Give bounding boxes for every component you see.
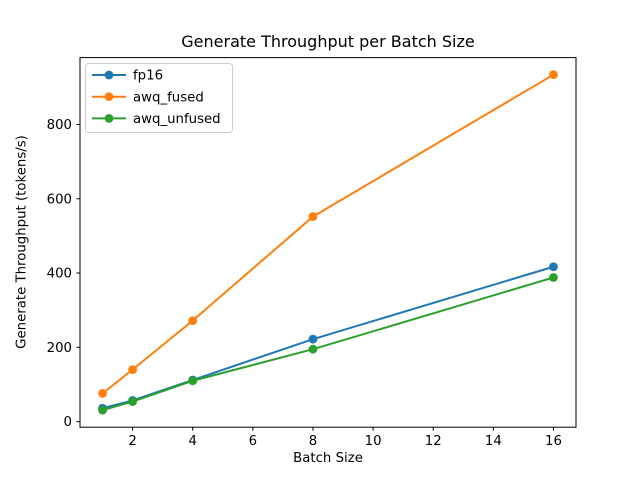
legend-marker-awq_fused xyxy=(104,92,114,102)
legend-box xyxy=(85,63,233,133)
x-tick-label-12: 12 xyxy=(425,434,442,449)
data-point-awq_unfused-bs16 xyxy=(549,273,558,282)
legend-entry-fp16: fp16 xyxy=(92,69,163,84)
data-point-awq_unfused-bs2 xyxy=(128,397,138,406)
legend-label-awq_unfused: awq_unfused xyxy=(133,112,221,127)
data-point-fp16-bs16 xyxy=(549,262,558,272)
chart-title: Generate Throughput per Batch Size xyxy=(181,32,475,51)
y-tick-label-400: 400 xyxy=(47,267,72,282)
legend-entry-awq_fused: awq_fused xyxy=(92,90,204,105)
data-point-awq_fused-bs2 xyxy=(128,365,138,375)
legend-marker-awq_unfused xyxy=(104,114,114,123)
legend-label-awq_fused: awq_fused xyxy=(133,90,204,105)
y-tick-label-800: 800 xyxy=(47,118,72,133)
x-tick-label-6: 6 xyxy=(249,434,257,449)
y-tick-label-600: 600 xyxy=(47,192,72,207)
data-point-awq_unfused-bs8 xyxy=(308,344,318,354)
legend-marker-fp16 xyxy=(104,70,114,80)
series-line-fp16 xyxy=(101,265,555,410)
data-point-awq_fused-bs8 xyxy=(308,212,318,221)
legend-label-fp16: fp16 xyxy=(133,69,163,84)
series-line-awq_unfused xyxy=(101,276,555,412)
x-tick-label-10: 10 xyxy=(365,434,382,449)
data-point-awq_unfused-bs1 xyxy=(98,405,107,415)
x-tick-label-16: 16 xyxy=(545,434,562,449)
x-tick-label-2: 2 xyxy=(128,434,136,449)
legend: fp16 awq_fused awq_unfused xyxy=(85,63,233,133)
legend-entry-awq_unfused: awq_unfused xyxy=(92,112,221,127)
data-point-fp16-bs8 xyxy=(308,334,318,344)
x-tick-label-8: 8 xyxy=(309,434,317,449)
plot-border xyxy=(79,57,577,428)
data-point-awq_fused-bs1 xyxy=(98,388,107,398)
y-tick-label-200: 200 xyxy=(47,341,72,356)
data-point-awq_fused-bs4 xyxy=(188,316,198,325)
y-tick-label-0: 0 xyxy=(64,415,72,430)
x-axis-label: Batch Size xyxy=(293,451,363,466)
data-point-awq_fused-bs16 xyxy=(549,70,558,80)
x-tick-label-14: 14 xyxy=(485,434,502,449)
data-point-awq_unfused-bs4 xyxy=(188,376,198,386)
x-tick-label-4: 4 xyxy=(188,434,196,449)
y-axis-label: Generate Throughput (tokens/s) xyxy=(14,135,30,349)
